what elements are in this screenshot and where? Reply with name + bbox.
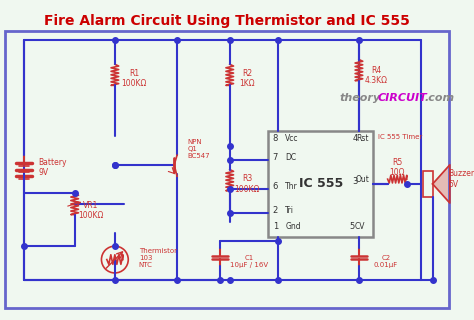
Text: 7: 7 bbox=[273, 153, 278, 162]
Text: R4
4.3KΩ: R4 4.3KΩ bbox=[365, 66, 388, 85]
Text: Battery
9V: Battery 9V bbox=[38, 158, 67, 177]
Polygon shape bbox=[433, 165, 450, 203]
Text: IC 555: IC 555 bbox=[299, 177, 343, 190]
Text: R3
100KΩ: R3 100KΩ bbox=[234, 174, 260, 194]
Text: Gnd: Gnd bbox=[285, 222, 301, 231]
Text: CIRCUIT: CIRCUIT bbox=[378, 93, 428, 103]
Text: Thr: Thr bbox=[285, 182, 298, 191]
Text: DC: DC bbox=[285, 153, 296, 162]
Text: Fire Alarm Circuit Using Thermistor and IC 555: Fire Alarm Circuit Using Thermistor and … bbox=[44, 14, 410, 28]
Text: Vcc: Vcc bbox=[285, 134, 299, 143]
Text: Out: Out bbox=[356, 175, 370, 184]
Text: 1: 1 bbox=[273, 222, 278, 231]
Text: Thermistor
103
NTC: Thermistor 103 NTC bbox=[139, 248, 177, 268]
Text: VR1
100KΩ: VR1 100KΩ bbox=[78, 201, 104, 220]
Text: 5: 5 bbox=[349, 222, 355, 231]
Text: R5
10Ω: R5 10Ω bbox=[390, 158, 405, 177]
Bar bbox=[268, 131, 374, 236]
Text: IC 555 Timer: IC 555 Timer bbox=[378, 134, 422, 140]
Text: CV: CV bbox=[354, 222, 365, 231]
Text: C1
10µF / 16V: C1 10µF / 16V bbox=[230, 255, 268, 268]
Text: .com: .com bbox=[424, 93, 454, 103]
Text: 8: 8 bbox=[273, 134, 278, 143]
Text: R2
1KΩ: R2 1KΩ bbox=[239, 69, 255, 88]
Text: 3: 3 bbox=[352, 177, 357, 186]
Text: Tri: Tri bbox=[285, 206, 294, 215]
Text: NPN
Q1
BC547: NPN Q1 BC547 bbox=[188, 139, 210, 158]
Text: Buzzer
5V: Buzzer 5V bbox=[448, 170, 474, 189]
Text: 6: 6 bbox=[273, 182, 278, 191]
Text: Rst: Rst bbox=[356, 134, 369, 143]
Text: 2: 2 bbox=[273, 206, 278, 215]
Text: theory: theory bbox=[340, 93, 381, 103]
Text: R1
100KΩ: R1 100KΩ bbox=[121, 69, 146, 88]
Text: 4: 4 bbox=[352, 134, 357, 143]
Text: C2
0.01µF: C2 0.01µF bbox=[374, 255, 398, 268]
Bar bbox=[423, 171, 433, 197]
